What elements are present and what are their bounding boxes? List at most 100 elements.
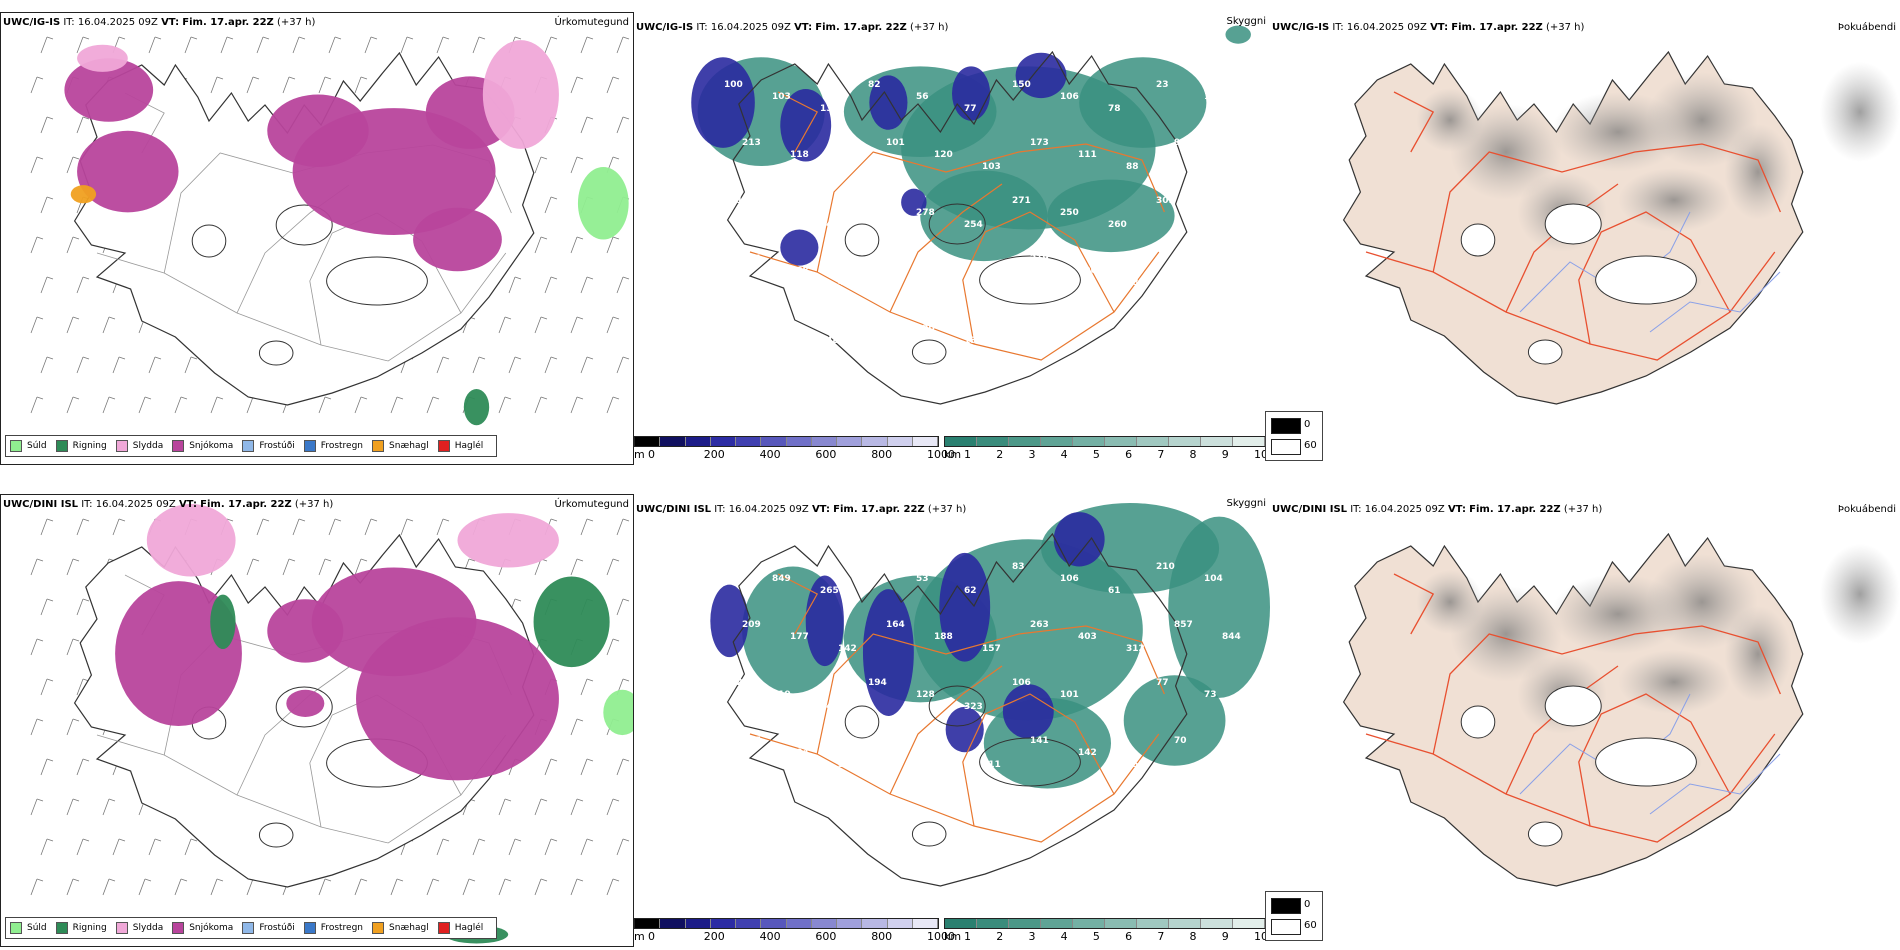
colorbar-tick: 6 bbox=[1125, 930, 1133, 943]
precip-area bbox=[77, 44, 128, 72]
wind-barb bbox=[180, 396, 188, 400]
wind-barb bbox=[82, 116, 90, 120]
colorbar-tick: 1 bbox=[964, 448, 971, 461]
ceiling-label: 344 bbox=[820, 702, 839, 712]
wind-barb bbox=[442, 518, 450, 522]
wind-barb bbox=[360, 396, 368, 400]
wind-barb bbox=[472, 356, 480, 374]
colorbar-segment bbox=[811, 437, 837, 446]
wind-barb bbox=[40, 36, 48, 54]
wind-barb bbox=[514, 276, 522, 280]
colorbar-unit: km bbox=[944, 448, 962, 461]
ceiling-area bbox=[862, 589, 914, 716]
wind-barb bbox=[190, 36, 198, 40]
wind-barb bbox=[108, 316, 116, 320]
legend-label: Snæhagl bbox=[389, 923, 429, 933]
wind-barb bbox=[406, 518, 414, 522]
ceiling-label: 53 bbox=[916, 574, 929, 584]
wind-barb bbox=[432, 396, 440, 400]
panel-title: Skyggni bbox=[1226, 498, 1266, 509]
wind-barb bbox=[616, 36, 624, 54]
colorbar-segment bbox=[837, 437, 863, 446]
legend-label: Snjókoma bbox=[189, 441, 234, 451]
ceiling-label: 70 bbox=[886, 736, 899, 746]
colorbar-segment bbox=[887, 437, 913, 446]
colorbar-tick: 5 bbox=[1092, 930, 1100, 943]
wind-barb bbox=[544, 196, 552, 214]
legend-swatch bbox=[303, 922, 316, 934]
wind-barb bbox=[576, 718, 584, 722]
wind-barb bbox=[534, 156, 542, 174]
ceiling-label: 106 bbox=[1012, 678, 1031, 688]
legend-swatch bbox=[303, 440, 316, 452]
wind-barb bbox=[354, 76, 362, 94]
wind-barb bbox=[540, 798, 548, 802]
wind-barb bbox=[36, 878, 44, 882]
wind-barb bbox=[576, 316, 584, 320]
wind-barb bbox=[184, 838, 192, 856]
colorbar-segment bbox=[1105, 919, 1137, 928]
legend-swatch bbox=[55, 922, 68, 934]
wind-barb bbox=[570, 236, 578, 254]
wind-barb bbox=[246, 558, 254, 576]
wind-barb bbox=[606, 236, 614, 254]
wind-barb bbox=[66, 878, 74, 896]
wind-barb bbox=[622, 838, 630, 842]
wind-barb bbox=[504, 798, 512, 802]
ceiling-label: 77 bbox=[1156, 678, 1169, 688]
wind-barb bbox=[36, 396, 44, 400]
wind-barb bbox=[40, 758, 48, 776]
ceiling-label: 141 bbox=[1030, 736, 1049, 746]
colorbar-segment bbox=[945, 437, 977, 446]
wind-barb bbox=[66, 236, 74, 254]
wind-barb bbox=[390, 396, 398, 414]
ceiling-label: 99 bbox=[1174, 138, 1187, 148]
ceiling-label: 164 bbox=[886, 620, 905, 630]
legend-swatch bbox=[115, 440, 128, 452]
wind-barb bbox=[184, 356, 192, 374]
precip-area bbox=[356, 617, 559, 781]
legend-swatch bbox=[172, 922, 185, 934]
colorbar-segment bbox=[1105, 437, 1137, 446]
ceiling-area bbox=[945, 706, 984, 753]
ceiling-area bbox=[710, 584, 749, 658]
ceiling-label: 209 bbox=[742, 620, 761, 630]
ceiling-label: 104 bbox=[790, 748, 809, 758]
wind-barb bbox=[540, 316, 548, 320]
colorbar-segment bbox=[945, 919, 977, 928]
wind-barb bbox=[498, 878, 506, 896]
wind-barb bbox=[570, 798, 578, 816]
wind-barb bbox=[282, 76, 290, 94]
colorbar-tick: 400 bbox=[759, 448, 781, 461]
visibility-area bbox=[920, 170, 1048, 262]
wind-barb bbox=[180, 878, 188, 882]
wind-barb bbox=[472, 838, 480, 856]
precip-area bbox=[146, 504, 236, 577]
glacier-outline bbox=[258, 822, 294, 848]
wind-barb bbox=[478, 838, 486, 842]
ceiling-label: 21 bbox=[1204, 324, 1217, 334]
colorbar-segment bbox=[1169, 919, 1201, 928]
cloud-map-top: 100 103 130 82 56 77 150 106 78 23 155 213 118 84 101 1… bbox=[691, 25, 1251, 405]
wind-barb bbox=[436, 838, 444, 856]
wind-barb bbox=[544, 758, 552, 776]
colorbar-tick: 8 bbox=[1189, 930, 1197, 943]
wind-barb bbox=[76, 116, 84, 134]
glacier-outline bbox=[928, 203, 986, 245]
wind-barb bbox=[72, 558, 80, 562]
legend-item: Rigning bbox=[55, 440, 107, 452]
colorbar-strip bbox=[944, 436, 1266, 447]
colorbar-unit: m bbox=[634, 448, 645, 461]
ceiling-label: 151 bbox=[724, 196, 743, 206]
wind-barb bbox=[148, 356, 156, 374]
ceiling-label: 106 bbox=[1060, 92, 1079, 102]
wind-barb bbox=[442, 838, 450, 842]
colorbar-tick: 200 bbox=[703, 448, 725, 461]
wind-barb bbox=[76, 758, 84, 776]
precip-area bbox=[210, 594, 236, 650]
ceiling-label: 7 bbox=[1156, 312, 1162, 322]
colorbar-strip bbox=[944, 918, 1266, 929]
wind-barb bbox=[586, 356, 594, 360]
wind-barb bbox=[30, 156, 38, 174]
ceiling-label: 157 bbox=[982, 644, 1001, 654]
